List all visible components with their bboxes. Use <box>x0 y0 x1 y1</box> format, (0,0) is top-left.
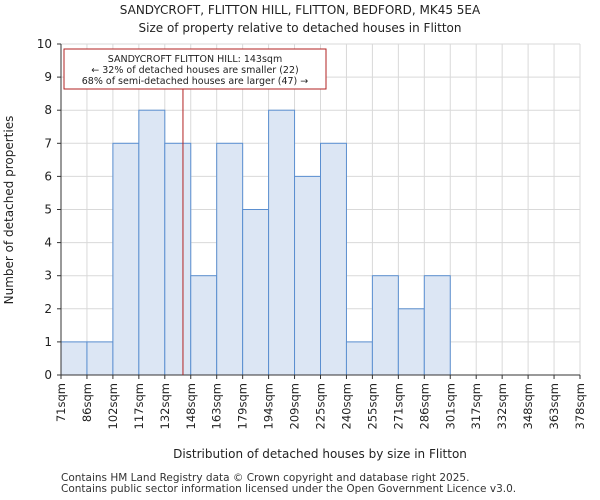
y-tick-label-8: 8 <box>44 103 52 117</box>
x-tick-label-286sqm: 286sqm <box>417 383 431 429</box>
chart-title-line1: SANDYCROFT, FLITTON HILL, FLITTON, BEDFO… <box>120 3 481 17</box>
bar-194sqm <box>268 109 296 376</box>
y-tick-label-0: 0 <box>44 368 52 382</box>
bar-271sqm <box>397 308 425 376</box>
bar-117sqm <box>138 109 166 376</box>
x-tick-label-117sqm: 117sqm <box>132 383 146 429</box>
y-tick-label-7: 7 <box>44 136 52 150</box>
y-tick-label-4: 4 <box>44 236 52 250</box>
annotation-box: SANDYCROFT FLITTON HILL: 143sqm ← 32% of… <box>63 48 327 90</box>
bar-286sqm <box>423 275 451 376</box>
y-tick-label-3: 3 <box>44 269 52 283</box>
bar-209sqm <box>294 175 321 376</box>
footer-line1: Contains HM Land Registry data © Crown c… <box>61 472 470 484</box>
bar-255sqm <box>371 275 399 376</box>
x-axis-label: Distribution of detached houses by size … <box>173 447 467 461</box>
y-axis-label: Number of detached properties <box>2 116 16 305</box>
x-tick-label-71sqm: 71sqm <box>54 383 68 422</box>
bar-148sqm <box>190 275 218 376</box>
x-tick-label-102sqm: 102sqm <box>106 383 120 429</box>
y-tick-label-6: 6 <box>44 169 52 183</box>
footer-line2: Contains public sector information licen… <box>61 483 517 495</box>
bar-86sqm <box>86 341 114 376</box>
y-tick-label-5: 5 <box>44 203 52 217</box>
x-tick-label-240sqm: 240sqm <box>339 383 353 429</box>
x-tick-label-271sqm: 271sqm <box>391 383 405 429</box>
x-tick-label-363sqm: 363sqm <box>547 383 561 429</box>
annotation-line1: SANDYCROFT FLITTON HILL: 143sqm <box>108 54 282 65</box>
x-tick-label-163sqm: 163sqm <box>210 383 224 429</box>
chart-title-line2: Size of property relative to detached ho… <box>139 21 462 35</box>
y-tick-label-9: 9 <box>44 70 52 84</box>
footer: Contains HM Land Registry data © Crown c… <box>61 473 516 495</box>
annotation-line3: 68% of semi-detached houses are larger (… <box>82 76 309 87</box>
x-tick-label-86sqm: 86sqm <box>80 383 94 422</box>
annotation-line2: ← 32% of detached houses are smaller (22… <box>91 65 298 76</box>
x-tick-label-148sqm: 148sqm <box>184 383 198 429</box>
x-tick-label-378sqm: 378sqm <box>573 383 587 429</box>
x-tick-label-301sqm: 301sqm <box>443 383 457 429</box>
x-tick-label-348sqm: 348sqm <box>521 383 535 429</box>
bar-71sqm <box>60 341 88 376</box>
y-tick-label-2: 2 <box>44 302 52 316</box>
x-tick-label-179sqm: 179sqm <box>236 383 250 429</box>
bar-163sqm <box>216 142 244 376</box>
bar-132sqm <box>164 142 192 376</box>
bar-240sqm <box>345 341 373 376</box>
x-tick-label-194sqm: 194sqm <box>262 383 276 429</box>
x-tick-label-255sqm: 255sqm <box>365 383 379 429</box>
bar-225sqm <box>320 142 347 376</box>
bar-179sqm <box>242 209 270 376</box>
x-tick-label-225sqm: 225sqm <box>314 383 328 429</box>
y-tick-label-10: 10 <box>37 37 52 51</box>
x-tick-label-332sqm: 332sqm <box>495 383 509 429</box>
x-tick-label-317sqm: 317sqm <box>469 383 483 429</box>
x-tick-label-209sqm: 209sqm <box>288 383 302 429</box>
x-tick-label-132sqm: 132sqm <box>158 383 172 429</box>
y-tick-labels: 0 1 2 3 4 5 6 7 8 9 10 <box>37 37 61 382</box>
y-tick-label-1: 1 <box>44 335 52 349</box>
bar-102sqm <box>112 142 140 376</box>
bars <box>60 109 451 376</box>
x-tick-labels: 71sqm 86sqm 102sqm 117sqm 132sqm 148sqm 163sqm… <box>54 375 587 429</box>
